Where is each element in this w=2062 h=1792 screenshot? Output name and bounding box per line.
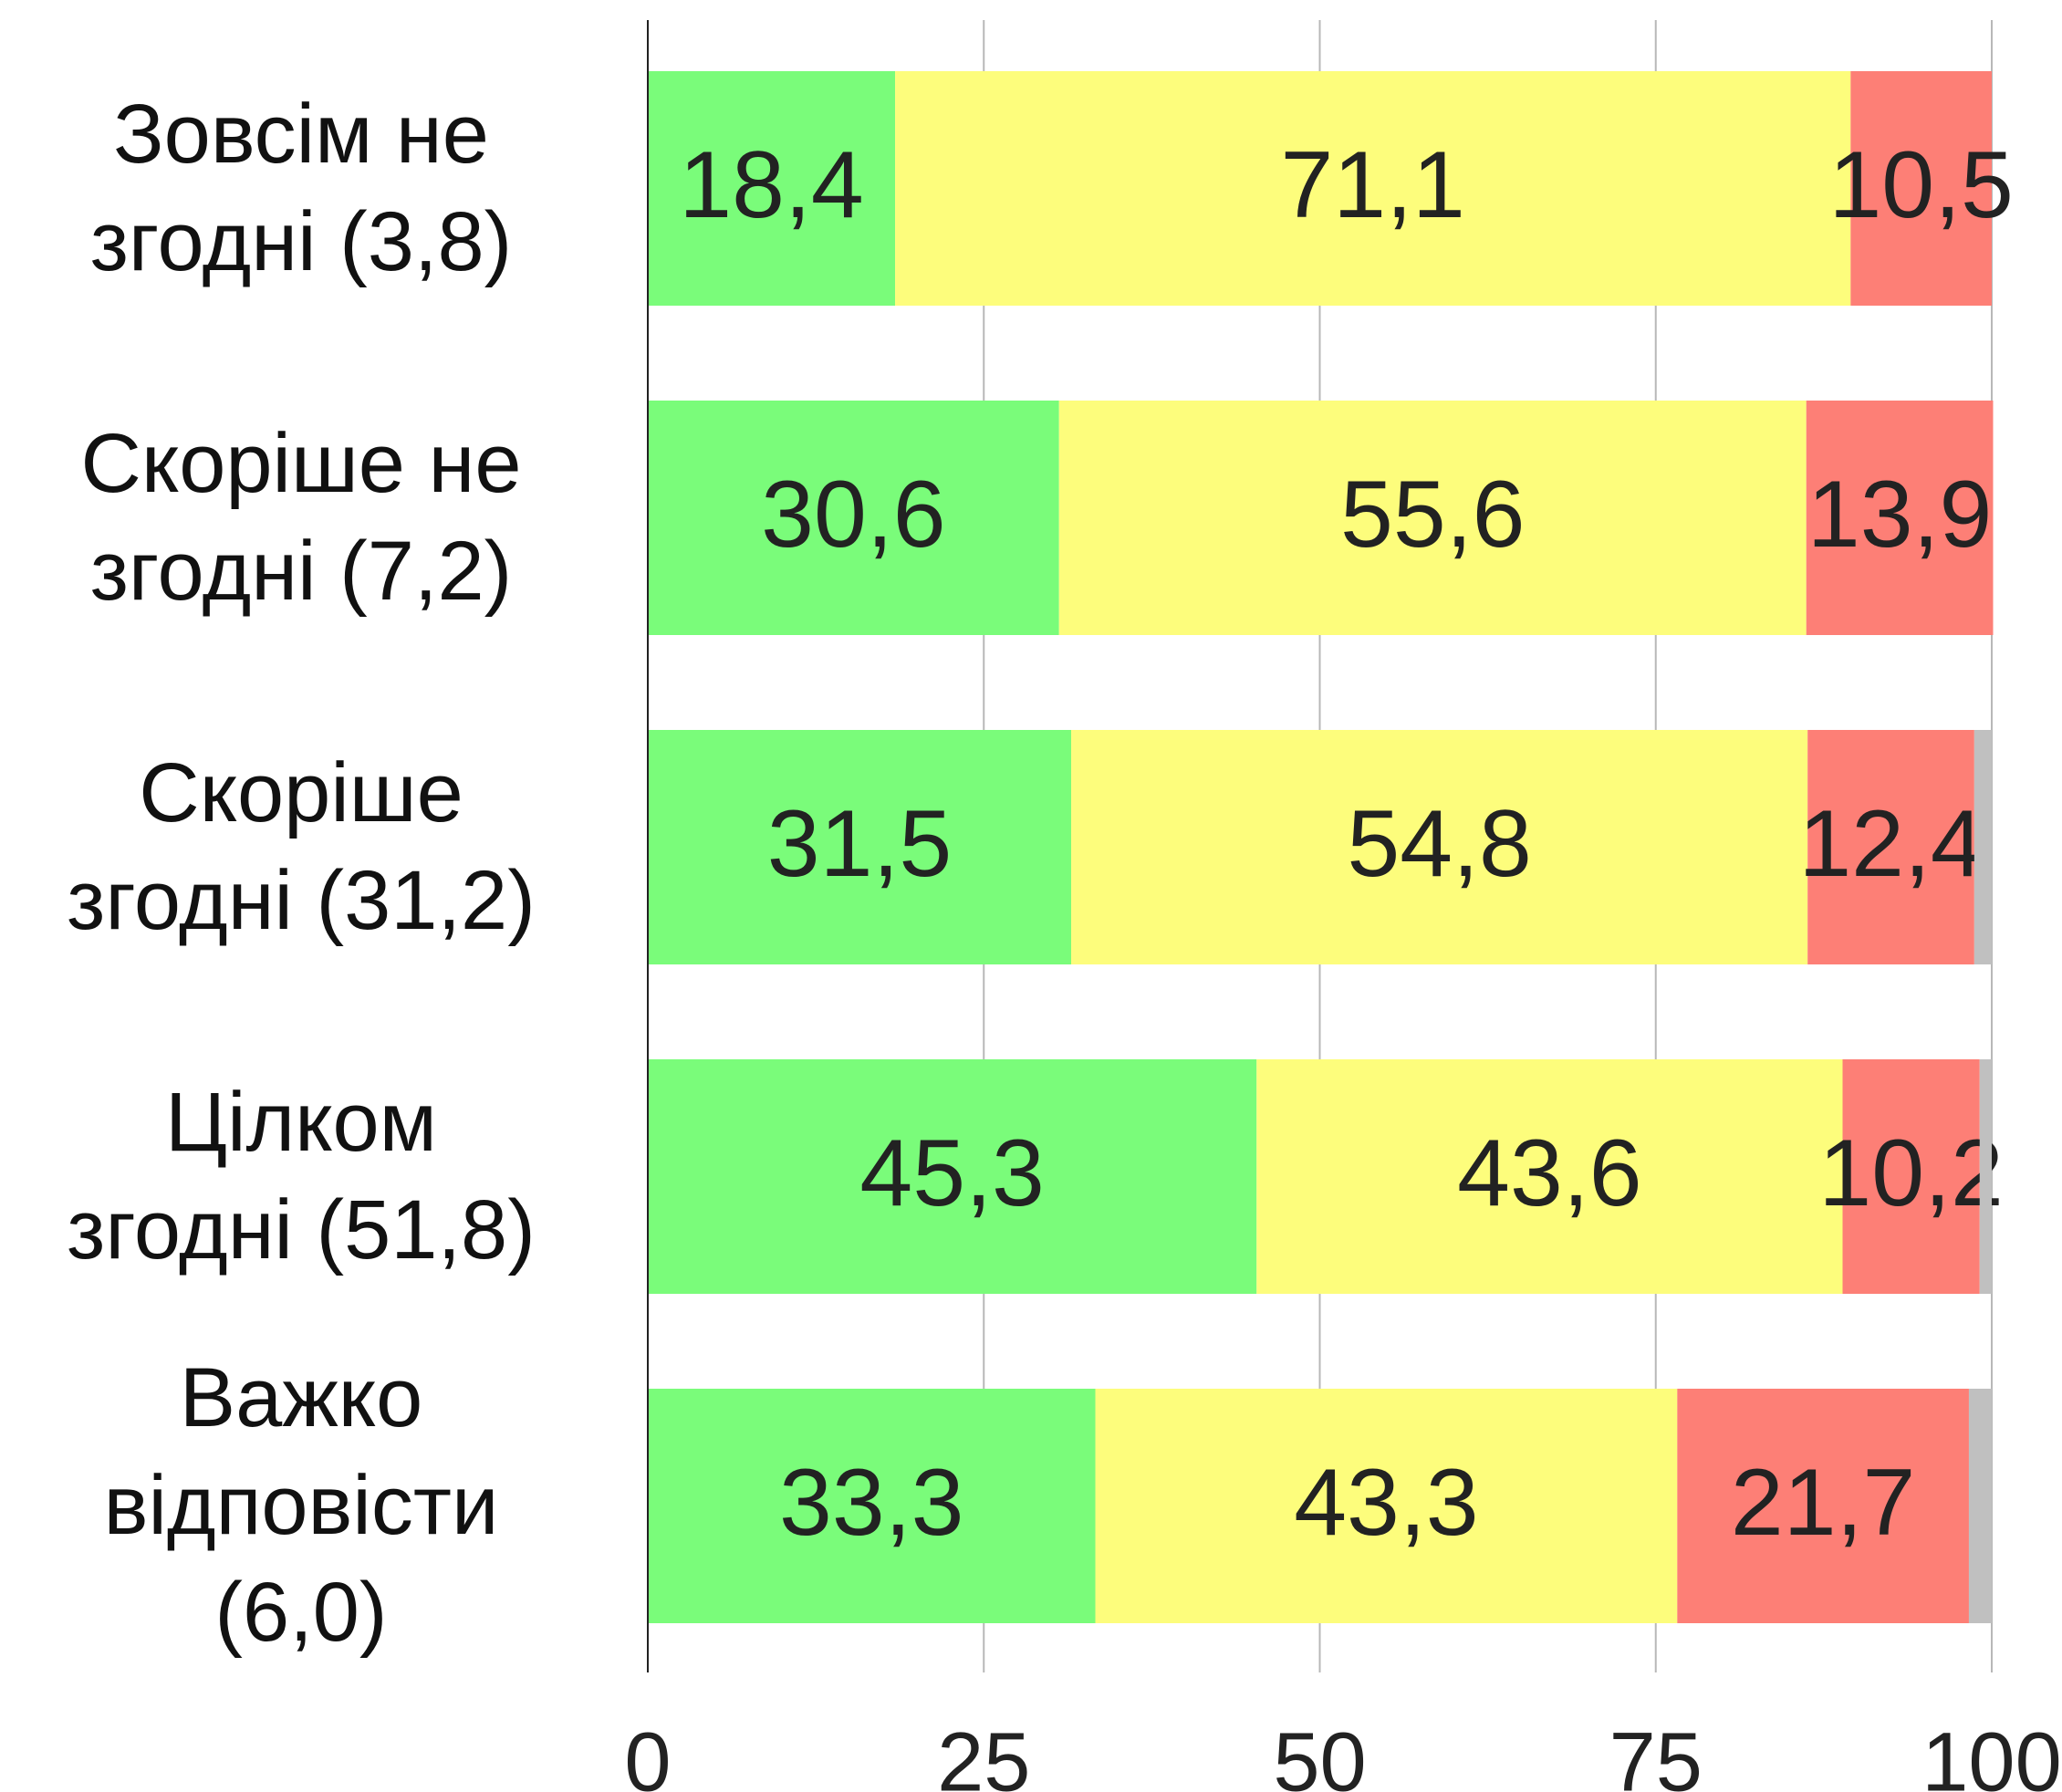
data-label: 43,6 (1457, 1120, 1641, 1226)
data-label: 45,3 (859, 1120, 1044, 1226)
category-label: Скоріше не згодні (7,2) (80, 416, 522, 618)
x-tick-label: 50 (1273, 1715, 1366, 1792)
bar-segment (1807, 730, 1974, 964)
bar-segment (648, 401, 1059, 635)
data-label: 13,9 (1807, 462, 1992, 568)
x-tick-label: 0 (624, 1715, 671, 1792)
bar-segment (1973, 730, 1992, 964)
bar-segment (1256, 1059, 1843, 1294)
category-label: Скоріше згодні (31,2) (67, 745, 536, 947)
data-label: 33,3 (779, 1450, 963, 1556)
data-label: 10,5 (1828, 132, 2013, 238)
category-label: Важко відповісти (6,0) (103, 1350, 499, 1660)
data-label: 55,6 (1340, 462, 1525, 568)
category-label: Зовсім не згодні (3,8) (89, 87, 513, 288)
x-tick-label: 25 (937, 1715, 1030, 1792)
data-label: 43,3 (1294, 1450, 1478, 1556)
data-label: 18,4 (679, 132, 863, 238)
x-tick-label: 100 (1921, 1715, 2062, 1792)
bar-segment (1968, 1389, 1992, 1623)
data-label: 30,6 (761, 462, 945, 568)
data-label: 10,2 (1818, 1120, 2003, 1226)
bar-segment (1850, 71, 1992, 306)
bar-segment (1842, 1059, 1980, 1294)
data-label: 71,1 (1280, 132, 1464, 238)
bar-segment (648, 1389, 1096, 1623)
data-label: 12,4 (1798, 791, 1983, 897)
bar-segment (648, 1059, 1257, 1294)
data-label: 21,7 (1731, 1450, 1915, 1556)
bar-segment (1979, 1059, 1992, 1294)
bar-segment (648, 71, 896, 306)
data-label: 31,5 (767, 791, 952, 897)
category-label: Цілком згодні (51,8) (67, 1075, 536, 1276)
bar-segment (648, 730, 1071, 964)
data-label: 54,8 (1347, 791, 1531, 897)
bar-segment (1677, 1389, 1969, 1623)
x-tick-label: 75 (1609, 1715, 1703, 1792)
bar-segment (1070, 730, 1808, 964)
bar-segment (1095, 1389, 1678, 1623)
bar-segment (895, 71, 1851, 306)
bar-segment (1806, 401, 1994, 635)
bar-segment (1058, 401, 1807, 635)
